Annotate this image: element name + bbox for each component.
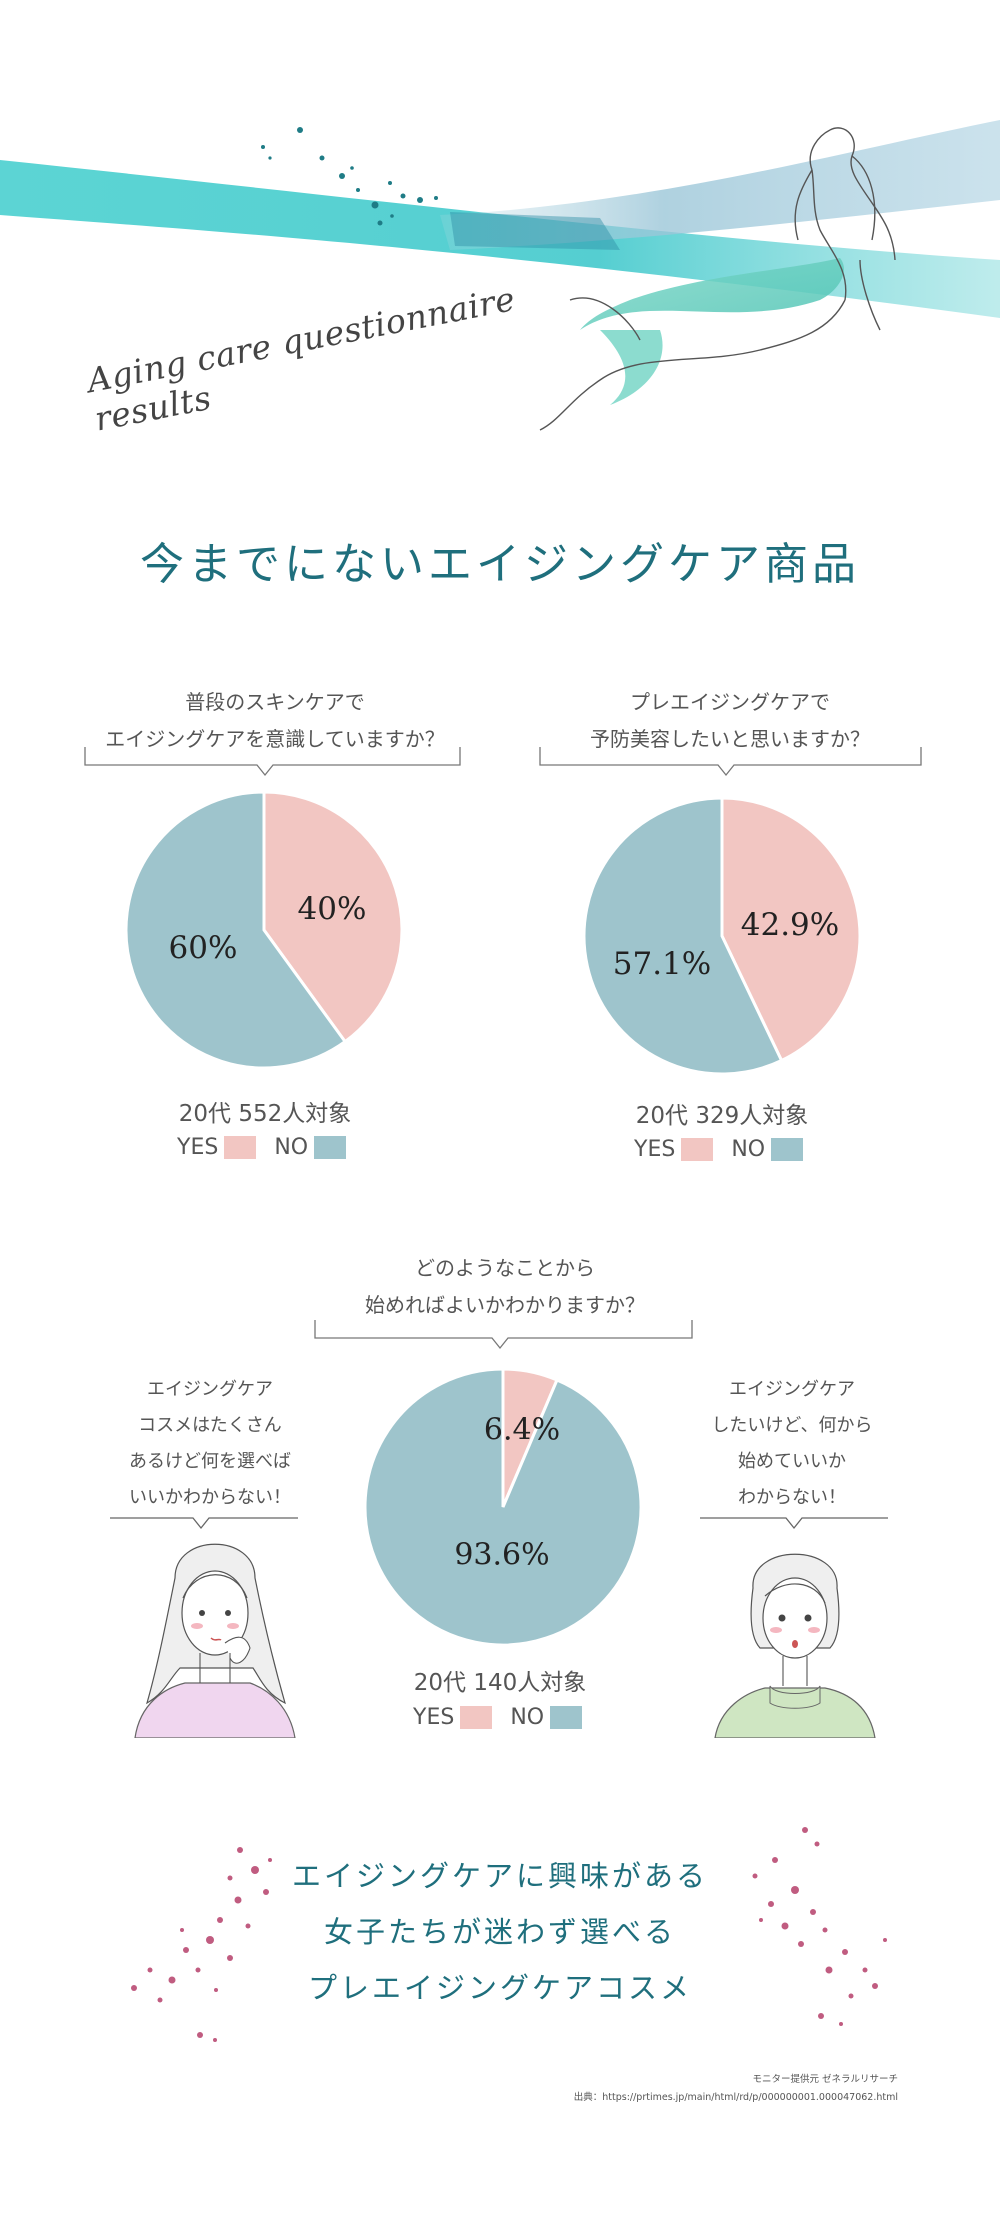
chart3-legend: YES NO: [413, 1705, 600, 1730]
legend-yes-label: YES: [634, 1137, 676, 1162]
mermaid-tail: [580, 258, 844, 330]
chart2-question: プレエイジングケアで 予防美容したいと思いますか？: [590, 690, 870, 751]
legend-yes-label: YES: [413, 1705, 455, 1730]
right-speech-bubble: エイジングケア したいけど、何から 始めていいか わからない！: [711, 1379, 873, 1508]
chart3-sample: 20代 140人対象: [413, 1670, 587, 1696]
chart2-yes-label: 42.9%: [740, 907, 840, 943]
pink-dots-left: [131, 1847, 272, 2042]
woman-short-hair-illustration: [714, 1553, 876, 1738]
pie1-slice-no: [124, 790, 348, 1070]
pie2-slice-no: [582, 796, 784, 1076]
chart3-yes-label: 6.4%: [483, 1412, 561, 1448]
chart1-legend: YES NO: [177, 1135, 364, 1160]
left-bubble-line: [110, 1517, 298, 1530]
mermaid-line-art: [539, 127, 896, 431]
chart3-bracket: [314, 1320, 693, 1350]
teal-splatter: [261, 127, 438, 226]
chart1-pie: [124, 790, 404, 1070]
legend-no-swatch: [550, 1706, 583, 1729]
chart3-question: どのようなことから 始めればよいかわかりますか？: [365, 1256, 645, 1317]
pie2-slice-yes: [720, 796, 862, 1063]
legend-no-label: NO: [274, 1135, 309, 1160]
pink-dots-right: [752, 1827, 887, 2026]
right-bubble-line: [700, 1517, 888, 1530]
chart1-sample: 20代 552人対象: [178, 1101, 352, 1127]
chart1-no-label: 60%: [168, 930, 238, 966]
watercolor-stripe-light: [440, 120, 1000, 250]
left-speech-bubble: エイジングケア コスメはたくさん あるけど何を選べば いいかわからない！: [129, 1379, 291, 1508]
legend-no-label: NO: [510, 1705, 545, 1730]
legend-no-label: NO: [731, 1137, 766, 1162]
chart2-pie: [582, 796, 862, 1076]
legend-yes-swatch: [460, 1706, 493, 1729]
legend-yes-swatch: [224, 1136, 257, 1159]
woman-long-hair-illustration: [134, 1543, 296, 1738]
source-url: 出典：https://prtimes.jp/main/html/rd/p/000…: [573, 2092, 898, 2103]
header-artwork: [0, 120, 1000, 431]
pie1-slice-yes: [262, 790, 404, 1044]
chart3-no-label: 93.6%: [454, 1537, 550, 1573]
legend-no-swatch: [771, 1138, 804, 1161]
watercolor-stripe-dark: [450, 212, 620, 250]
chart2-sample: 20代 329人対象: [635, 1103, 809, 1129]
closing-message: エイジングケアに興味がある 女子たちが迷わず選べる プレエイジングケアコスメ: [291, 1859, 708, 2005]
legend-no-swatch: [314, 1136, 347, 1159]
chart2-no-label: 57.1%: [612, 946, 712, 982]
chart3-pie: [363, 1367, 643, 1647]
source-monitor: モニター提供元 ゼネラルリサーチ: [752, 2074, 898, 2085]
pie3-slice-no: [363, 1367, 643, 1647]
chart2-bracket: [539, 747, 922, 777]
chart2-legend: YES NO: [634, 1137, 821, 1162]
chart1-bracket: [84, 747, 461, 777]
chart1-question: 普段のスキンケアで エイジングケアを意識していますか？: [105, 690, 445, 751]
legend-yes-label: YES: [177, 1135, 219, 1160]
chart1-yes-label: 40%: [297, 891, 367, 927]
legend-yes-swatch: [681, 1138, 714, 1161]
page-title: 今までにないエイジングケア商品: [140, 539, 860, 590]
